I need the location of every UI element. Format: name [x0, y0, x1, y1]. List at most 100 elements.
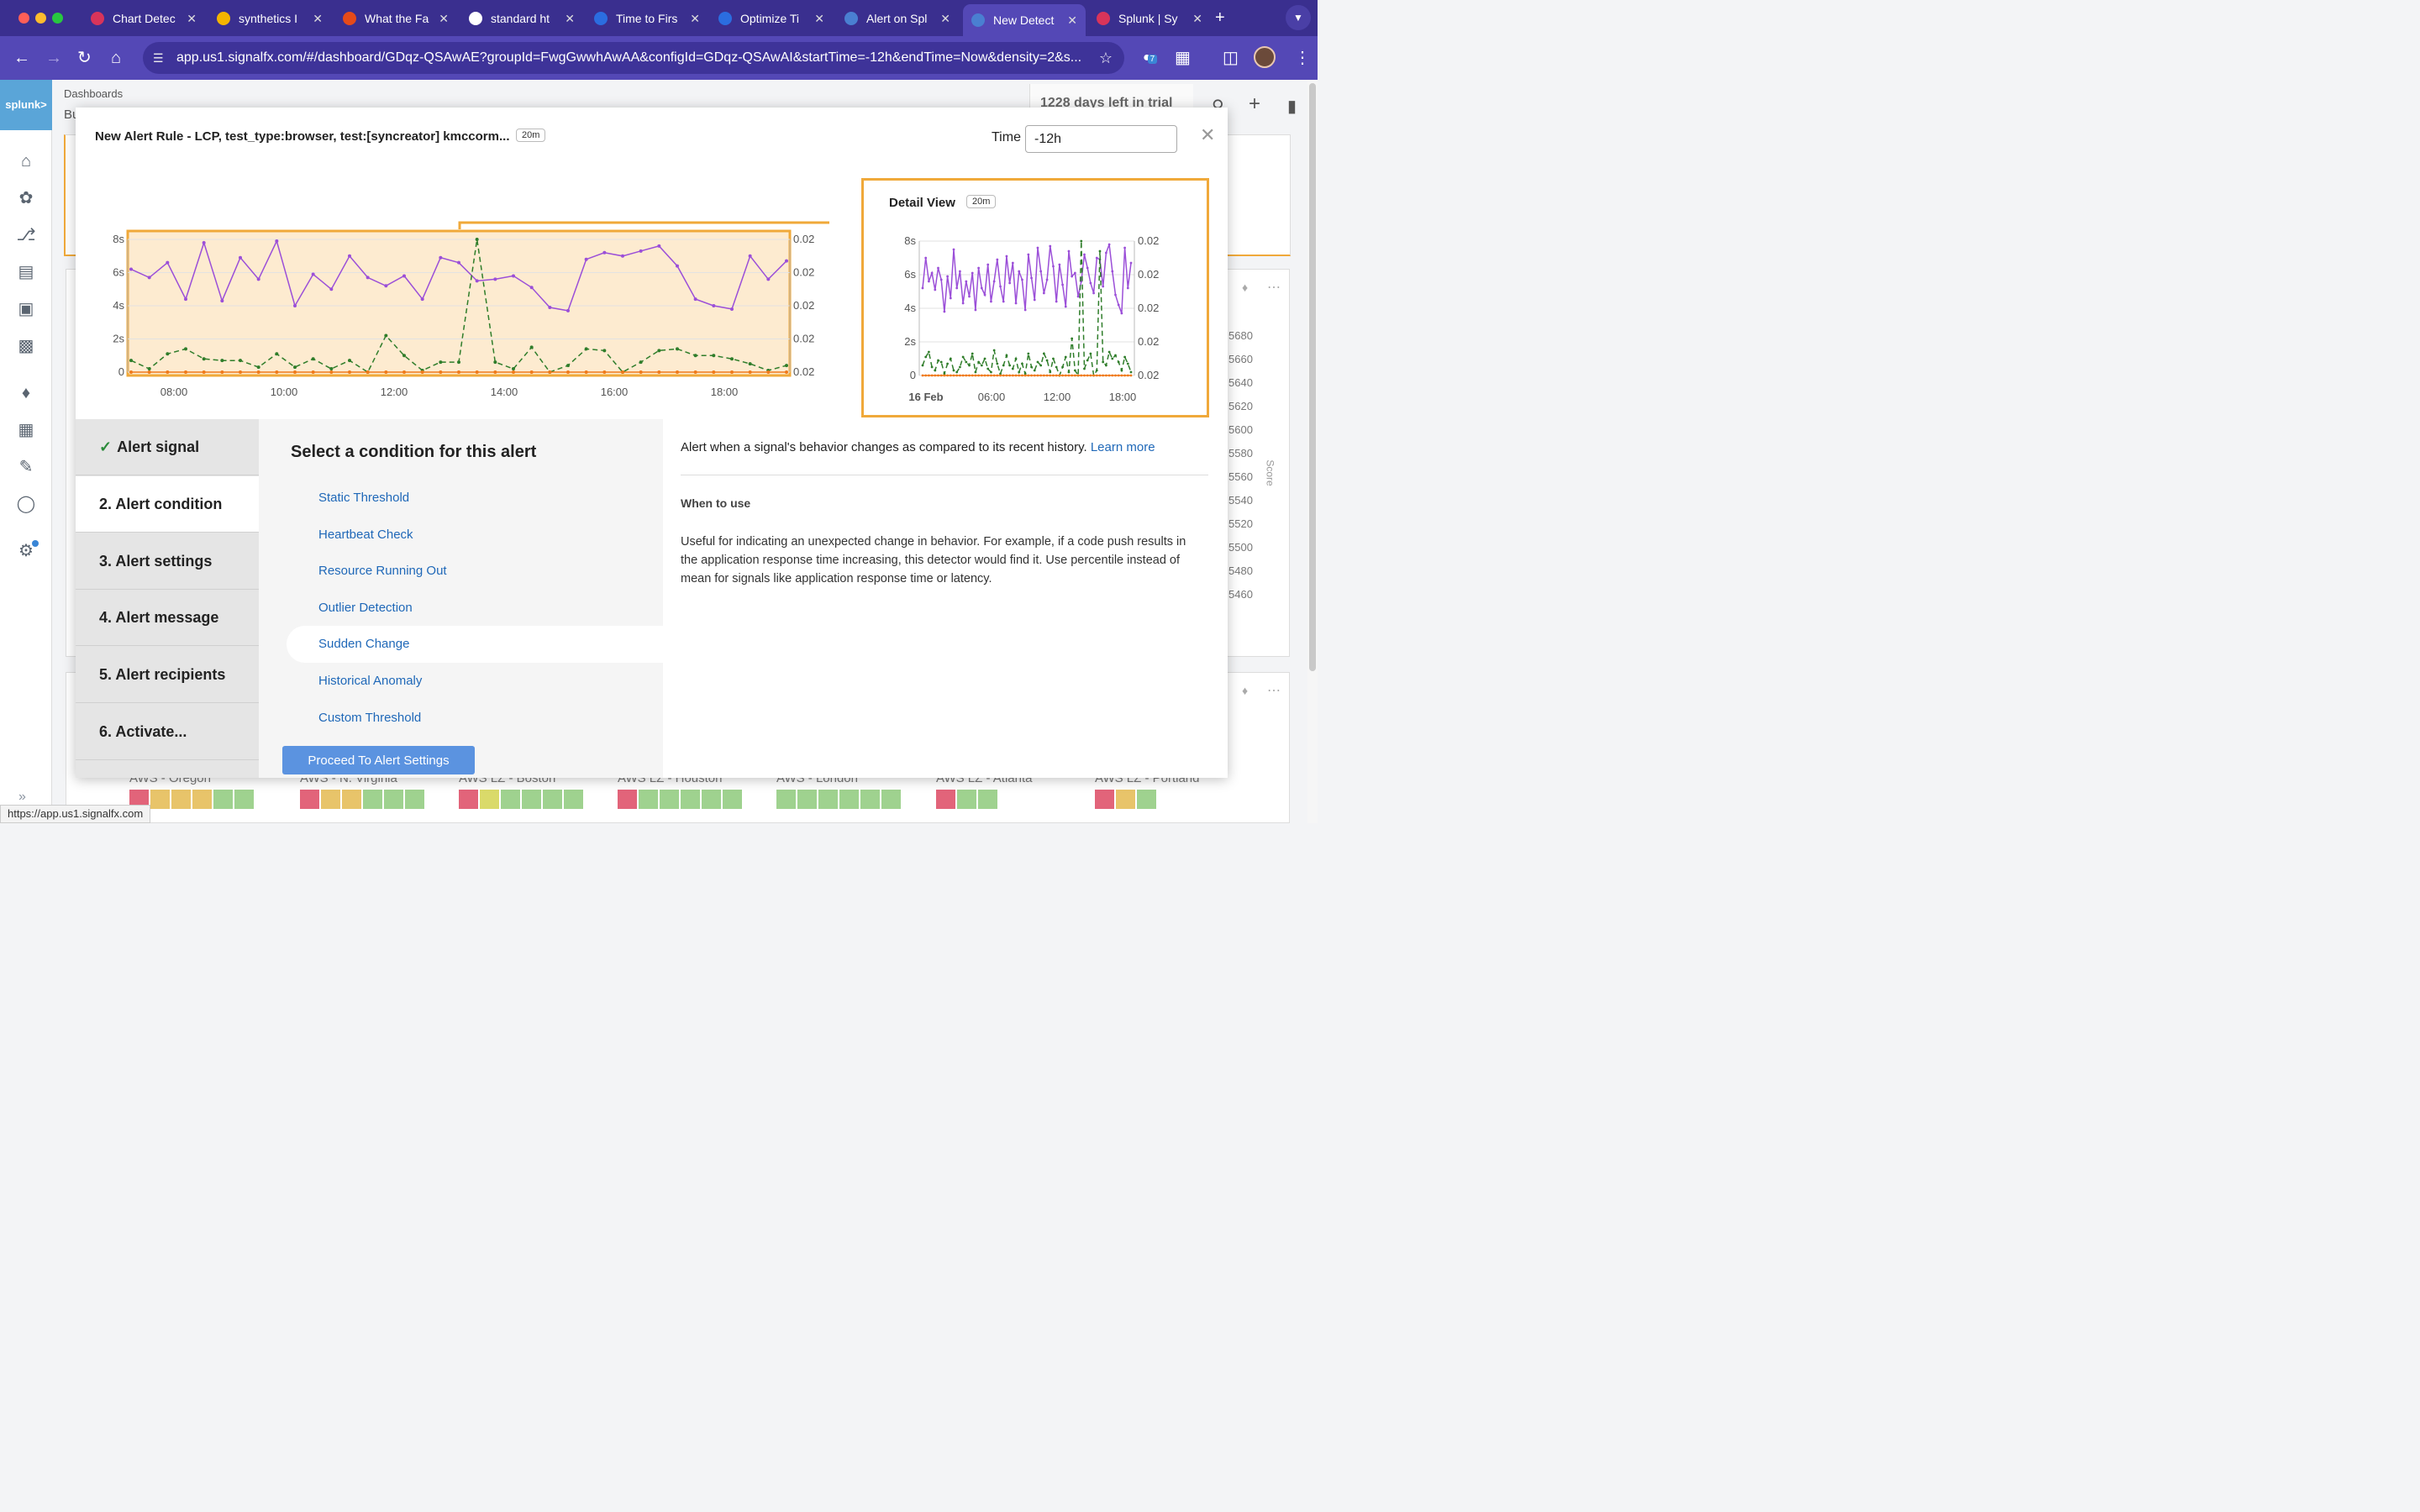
data-point[interactable] — [566, 364, 570, 368]
data-point[interactable] — [293, 304, 297, 307]
data-point[interactable] — [329, 287, 334, 291]
data-point[interactable] — [220, 370, 224, 374]
data-point[interactable] — [1111, 270, 1114, 273]
data-point[interactable] — [785, 364, 788, 368]
alerts-nav-icon[interactable]: ♦ — [21, 384, 31, 402]
data-point[interactable] — [256, 365, 260, 370]
infrastructure-nav-icon[interactable]: ⎇ — [16, 226, 36, 244]
data-point[interactable] — [930, 271, 934, 275]
data-point[interactable] — [712, 304, 716, 307]
data-point[interactable] — [256, 277, 260, 281]
tab-search-button[interactable]: ▼ — [1286, 5, 1311, 30]
step-6[interactable]: 6. Activate... — [76, 704, 259, 760]
data-point[interactable] — [1111, 357, 1114, 360]
new-tab-button[interactable]: + — [1215, 8, 1225, 27]
heatmap-cell[interactable] — [150, 790, 170, 809]
data-point[interactable] — [512, 370, 515, 374]
data-point[interactable] — [475, 279, 479, 283]
data-point[interactable] — [1011, 261, 1014, 265]
breadcrumb[interactable]: Dashboards — [64, 87, 124, 100]
data-point[interactable] — [928, 374, 930, 377]
heatmap-cell[interactable] — [978, 790, 997, 809]
heatmap-cell[interactable] — [543, 790, 562, 809]
data-point[interactable] — [785, 259, 788, 263]
data-point[interactable] — [657, 370, 661, 374]
data-point[interactable] — [202, 370, 206, 374]
data-point[interactable] — [676, 264, 679, 268]
data-point[interactable] — [657, 349, 661, 353]
data-point[interactable] — [1107, 350, 1111, 354]
data-point[interactable] — [971, 352, 974, 355]
data-point[interactable] — [1083, 374, 1086, 377]
data-point[interactable] — [1008, 364, 1012, 367]
data-point[interactable] — [974, 370, 977, 374]
data-point[interactable] — [1033, 374, 1036, 377]
data-point[interactable] — [1089, 352, 1092, 355]
data-point[interactable] — [1126, 374, 1129, 377]
data-point[interactable] — [311, 272, 315, 276]
data-point[interactable] — [1030, 365, 1033, 369]
panel-bell-icon[interactable]: ♦ — [1242, 281, 1249, 294]
heatmap-cell[interactable] — [1095, 790, 1114, 809]
tab-close-icon[interactable]: ✕ — [565, 11, 575, 25]
data-point[interactable] — [965, 280, 968, 283]
data-point[interactable] — [129, 370, 133, 374]
panel-bell-icon-2[interactable]: ♦ — [1242, 684, 1249, 697]
data-point[interactable] — [955, 370, 959, 374]
data-point[interactable] — [129, 359, 133, 363]
data-point[interactable] — [384, 370, 388, 374]
heatmap-cell[interactable] — [618, 790, 637, 809]
data-point[interactable] — [1111, 374, 1114, 377]
heatmap-cell[interactable] — [564, 790, 583, 809]
data-point[interactable] — [1005, 354, 1008, 357]
data-point[interactable] — [1117, 360, 1120, 364]
data-point[interactable] — [1061, 374, 1064, 377]
condition-option[interactable]: Static Threshold — [318, 491, 410, 505]
data-point[interactable] — [1045, 374, 1049, 377]
tab-close-icon[interactable]: ✕ — [940, 11, 950, 25]
data-point[interactable] — [202, 357, 206, 361]
data-point[interactable] — [968, 374, 971, 377]
heatmap-cell[interactable] — [501, 790, 520, 809]
minimize-window-button[interactable] — [35, 13, 46, 24]
data-point[interactable] — [1014, 374, 1018, 377]
data-point[interactable] — [1064, 305, 1067, 308]
data-point[interactable] — [639, 360, 643, 365]
data-point[interactable] — [402, 274, 406, 278]
extension-icon[interactable]: ●7 — [1143, 48, 1158, 70]
data-point[interactable] — [1067, 370, 1071, 374]
data-point[interactable] — [1023, 374, 1027, 377]
rum-nav-icon[interactable]: ▣ — [18, 300, 34, 318]
heatmap-cell[interactable] — [363, 790, 382, 809]
data-point[interactable] — [512, 367, 515, 371]
heatmap-cell[interactable] — [681, 790, 700, 809]
heatmap-cell[interactable] — [702, 790, 721, 809]
data-point[interactable] — [311, 370, 315, 374]
data-point[interactable] — [999, 374, 1002, 377]
data-point[interactable] — [1005, 255, 1008, 258]
data-point[interactable] — [1064, 374, 1067, 377]
data-point[interactable] — [928, 350, 930, 354]
splunk-logo[interactable]: splunk> — [0, 80, 52, 130]
data-point[interactable] — [965, 360, 968, 364]
data-point[interactable] — [457, 370, 460, 374]
page-scrollbar-thumb[interactable] — [1309, 83, 1316, 671]
data-point[interactable] — [493, 360, 497, 365]
data-point[interactable] — [949, 374, 952, 377]
data-point[interactable] — [1117, 374, 1120, 377]
page-scrollbar[interactable] — [1307, 80, 1318, 823]
data-point[interactable] — [329, 370, 334, 374]
data-point[interactable] — [275, 352, 279, 356]
synthetics-nav-icon[interactable]: ▩ — [18, 337, 34, 355]
data-point[interactable] — [1089, 374, 1092, 377]
data-point[interactable] — [999, 285, 1002, 288]
tab-close-icon[interactable]: ✕ — [1192, 11, 1202, 25]
data-point[interactable] — [983, 293, 986, 297]
data-point[interactable] — [202, 240, 206, 244]
data-point[interactable] — [766, 277, 771, 281]
data-point[interactable] — [1114, 354, 1117, 357]
data-point[interactable] — [348, 359, 351, 363]
data-point[interactable] — [1123, 374, 1126, 377]
data-point[interactable] — [529, 370, 534, 374]
data-point[interactable] — [1023, 372, 1027, 375]
